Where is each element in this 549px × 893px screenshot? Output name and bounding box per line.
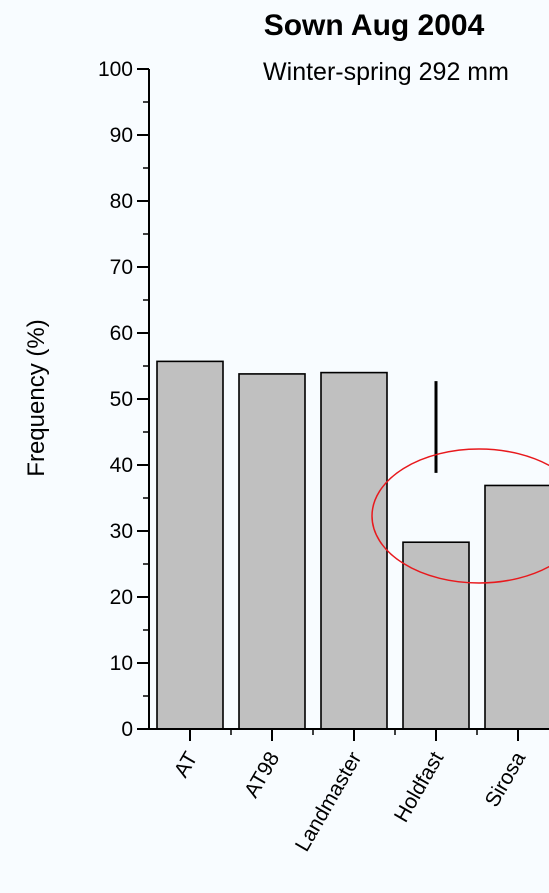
x-tick-label: AT	[170, 748, 203, 782]
y-tick-label: 100	[98, 58, 133, 81]
chart-title: Sown Aug 2004	[264, 9, 485, 42]
bar-holdfast	[402, 541, 470, 730]
y-axis-label: Frequency (%)	[23, 319, 50, 476]
annotations-group	[371, 381, 549, 584]
x-tick-label: Landmaster	[291, 748, 366, 856]
chart-subtitle: Winter-spring 292 mm	[263, 58, 509, 86]
y-tick-label: 0	[121, 718, 133, 741]
y-tick-label: 50	[110, 388, 133, 411]
y-tick-label: 30	[110, 520, 133, 543]
highlight-ellipse	[371, 448, 549, 584]
bars-group	[156, 360, 549, 730]
bar-landmaster	[320, 371, 388, 730]
bar-at98	[238, 373, 306, 730]
y-tick-label: 90	[110, 124, 133, 147]
x-axis: AT AT98 Landmaster Holdfast Sirosa	[149, 728, 549, 856]
y-tick-label: 80	[110, 190, 133, 213]
bar-sirosa	[484, 484, 549, 730]
y-tick-label: 10	[110, 652, 133, 675]
x-tick-label: AT98	[240, 748, 284, 802]
x-tick-label: Holdfast	[390, 748, 449, 826]
x-tick-label: Sirosa	[481, 748, 531, 811]
y-tick-label: 60	[110, 322, 133, 345]
y-tick-label: 20	[110, 586, 133, 609]
y-tick-label: 70	[110, 256, 133, 279]
bar-at	[156, 360, 224, 730]
y-axis: 0 10 20 30 40 50 60 70 80 90 100	[98, 58, 150, 741]
y-tick-label: 40	[110, 454, 133, 477]
